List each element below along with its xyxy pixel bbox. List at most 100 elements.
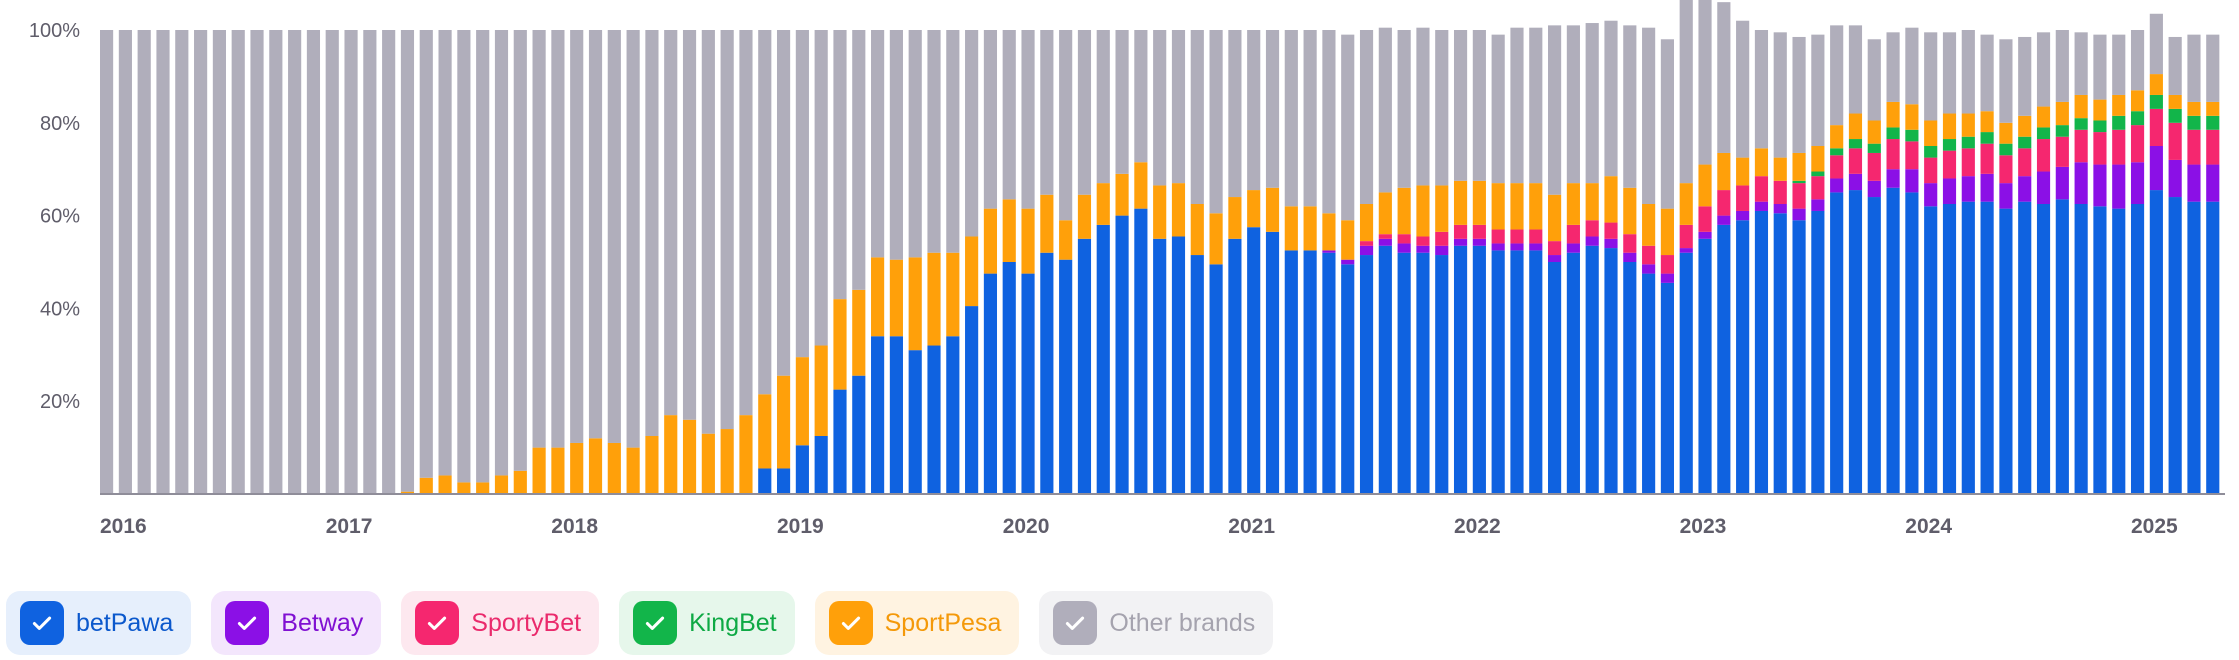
bar-segment-sportpesa [682, 419, 697, 494]
bar-stack [513, 30, 527, 494]
check-icon [633, 601, 678, 645]
bar-segment-sportybet [1359, 241, 1374, 246]
bar-segment-betway [2074, 162, 2088, 204]
bar-stack [2206, 34, 2220, 494]
bar-segment-sportpesa [946, 252, 960, 337]
bar-stack [983, 30, 998, 494]
bar-segment-sportybet [1378, 234, 1392, 239]
bar-segment-betway [1585, 236, 1599, 246]
bar-segment-betway [1698, 231, 1712, 239]
bar-segment-sportpesa [927, 252, 941, 346]
bar-segment-sportybet [1642, 245, 1656, 265]
legend-label: Betway [281, 608, 364, 637]
bar-stack [607, 30, 621, 494]
bar-segment-sportpesa [1585, 183, 1599, 221]
bar-segment-betpawa [1942, 204, 1957, 494]
bar-segment-betpawa [1717, 224, 1731, 494]
bar-segment-sportpesa [701, 433, 715, 494]
bar-segment-other-brands [1341, 34, 1355, 221]
bar-segment-betpawa [1416, 252, 1430, 494]
bar-segment-betpawa [1378, 245, 1392, 494]
bar-segment-sportybet [2112, 129, 2126, 165]
bar-segment-betway [1623, 252, 1637, 262]
bar-segment-sportpesa [1209, 213, 1223, 265]
legend-kingbet[interactable]: KingBet [619, 591, 795, 655]
bar-segment-other-brands [2018, 36, 2032, 116]
bar-stack [1002, 30, 1016, 494]
bar-segment-sportpesa [2055, 101, 2069, 126]
bar-stack [118, 30, 132, 494]
bar-segment-sportpesa [1134, 162, 1148, 209]
bar-segment-betpawa [1472, 245, 1486, 494]
bar-segment-other-brands [1002, 30, 1016, 200]
bar-segment-sportybet [1623, 234, 1637, 253]
bar-segment-betpawa [1171, 236, 1186, 495]
bar-stack [1736, 20, 1750, 495]
bar-segment-betpawa [833, 389, 847, 494]
bar-segment-betpawa [2206, 201, 2220, 494]
bar-segment-betway [1472, 238, 1486, 246]
bar-segment-betpawa [1773, 213, 1787, 494]
bar-segment-sportybet [1754, 176, 1769, 202]
bar-segment-other-brands [1265, 30, 1280, 188]
bar-segment-other-brands [701, 30, 715, 434]
bar-segment-sportybet [1660, 255, 1674, 274]
bar-stack [1435, 30, 1449, 494]
legend-other-brands[interactable]: Other brands [1039, 591, 1274, 655]
bar-segment-other-brands [231, 30, 245, 494]
bar-segment-betpawa [1153, 238, 1167, 494]
bar-segment-kingbet [2018, 136, 2032, 149]
bar-segment-betway [1717, 215, 1731, 225]
bar-segment-sportpesa [626, 447, 640, 494]
bar-segment-betpawa [2018, 201, 2032, 494]
bar-segment-betpawa [1961, 201, 1975, 494]
bar-segment-sportpesa [889, 259, 903, 337]
bar-segment-sportybet [1792, 183, 1806, 209]
bar-segment-other-brands [156, 30, 170, 494]
x-tick-label: 2023 [1680, 515, 1727, 538]
bar-stack [250, 30, 264, 494]
bar-stack [1247, 30, 1261, 494]
bar-stack [833, 30, 847, 494]
legend-sportpesa[interactable]: SportPesa [814, 591, 1020, 655]
bar-segment-other-brands [682, 30, 697, 420]
bars [100, 0, 2220, 495]
bar-segment-sportpesa [1284, 206, 1298, 251]
bar-segment-other-brands [419, 30, 433, 478]
bar-segment-other-brands [1303, 30, 1317, 207]
bar-segment-sportybet [2055, 136, 2069, 167]
bar-segment-betpawa [1265, 231, 1280, 494]
bar-segment-sportpesa [1059, 220, 1073, 260]
check-icon [828, 601, 873, 645]
bar-segment-sportpesa [1811, 146, 1825, 172]
bar-segment-betway [1660, 273, 1674, 283]
bar-segment-kingbet [2036, 127, 2051, 140]
bar-segment-other-brands [194, 30, 208, 494]
bar-stack [682, 30, 697, 494]
bar-segment-betway [1736, 210, 1750, 221]
bar-segment-sportybet [1942, 150, 1957, 179]
bar-segment-sportpesa [1096, 183, 1110, 225]
bar-segment-other-brands [1077, 30, 1092, 195]
bar-segment-betpawa [1059, 259, 1073, 494]
bar-segment-other-brands [269, 30, 283, 494]
bar-segment-kingbet [1961, 136, 1975, 149]
bar-segment-betpawa [1830, 192, 1844, 494]
legend-label: SportyBet [471, 608, 582, 637]
bar-segment-other-brands [1848, 25, 1863, 114]
bar-stack [2055, 30, 2069, 495]
bar-segment-sportpesa [1867, 120, 1881, 144]
bar-segment-other-brands [570, 30, 584, 443]
bar-segment-betpawa [1642, 273, 1656, 494]
legend-betpawa[interactable]: betPawa [6, 591, 192, 655]
x-tick-label: 2017 [326, 515, 373, 538]
bar-segment-sportybet [2036, 139, 2051, 172]
bar-segment-sportpesa [400, 491, 415, 494]
bar-segment-sportpesa [776, 375, 791, 469]
bar-segment-kingbet [2074, 118, 2088, 130]
bar-segment-betway [1830, 178, 1844, 193]
bar-segment-betpawa [2093, 206, 2107, 494]
bar-stack [645, 30, 659, 494]
legend-betway[interactable]: Betway [211, 591, 382, 655]
legend-sportybet[interactable]: SportyBet [401, 591, 600, 655]
